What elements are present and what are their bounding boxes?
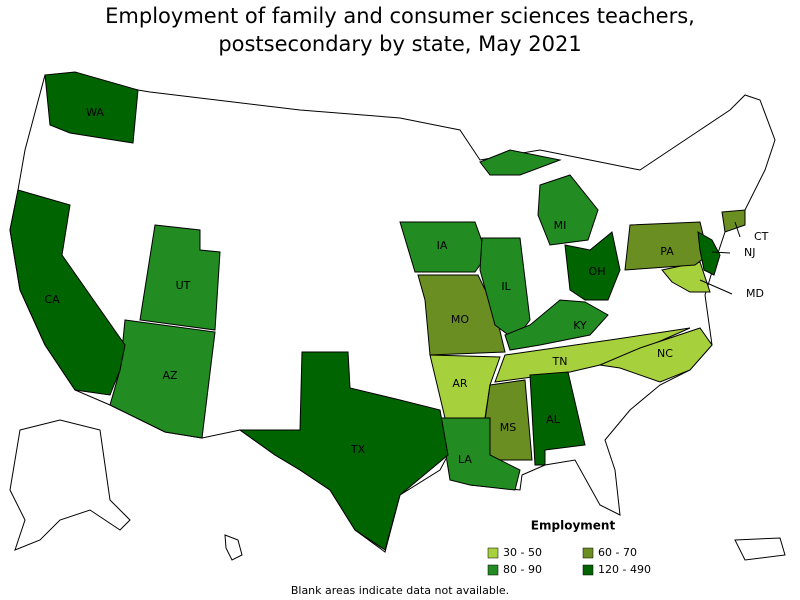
state bbox=[564, 231, 621, 301]
state-label: CT bbox=[754, 230, 769, 243]
label-leader bbox=[711, 251, 731, 254]
state-label: NJ bbox=[744, 246, 755, 259]
alaska bbox=[9, 419, 131, 551]
state-label: MO bbox=[451, 313, 469, 326]
hawaii bbox=[224, 534, 243, 561]
state bbox=[238, 351, 449, 551]
state-label: AR bbox=[452, 377, 468, 390]
state-label: OH bbox=[589, 265, 606, 278]
state bbox=[44, 71, 139, 144]
state-label: IL bbox=[501, 280, 511, 293]
state bbox=[417, 274, 506, 356]
label-leader bbox=[699, 279, 733, 295]
state-label: WA bbox=[86, 106, 104, 119]
state-label: MS bbox=[500, 421, 516, 434]
legend-swatch bbox=[582, 547, 594, 559]
state-label: UT bbox=[176, 279, 191, 292]
state bbox=[529, 371, 586, 466]
state-label: LA bbox=[458, 453, 472, 466]
state-label: NC bbox=[657, 347, 673, 360]
footnote: Blank areas indicate data not available. bbox=[291, 584, 509, 597]
state-label: CA bbox=[44, 293, 60, 306]
label-leader bbox=[734, 221, 741, 238]
state-label: KY bbox=[573, 319, 587, 332]
legend-title: Employment bbox=[531, 519, 616, 533]
puerto-rico bbox=[734, 537, 786, 561]
state bbox=[697, 231, 721, 276]
legend: 30 - 50 60 - 70 80 - 90 120 - 490 bbox=[487, 546, 651, 576]
state-label: TX bbox=[350, 443, 366, 456]
legend-label: 120 - 490 bbox=[598, 563, 651, 576]
state bbox=[537, 174, 599, 246]
state-label: MD bbox=[746, 287, 764, 300]
state-label: PA bbox=[660, 245, 674, 258]
legend-label: 60 - 70 bbox=[598, 546, 637, 559]
state bbox=[479, 149, 562, 176]
state bbox=[9, 189, 126, 396]
state bbox=[504, 299, 609, 351]
state bbox=[484, 379, 533, 461]
state bbox=[721, 209, 746, 233]
state-label: AZ bbox=[162, 369, 178, 382]
map-title: Employment of family and consumer scienc… bbox=[105, 4, 695, 56]
state-label: AL bbox=[546, 413, 561, 426]
state-label: TN bbox=[552, 355, 568, 368]
state-label: MI bbox=[554, 219, 567, 232]
state-label: IA bbox=[437, 239, 448, 252]
legend-swatch bbox=[487, 547, 499, 559]
legend-swatch bbox=[582, 564, 594, 576]
legend-label: 80 - 90 bbox=[503, 563, 542, 576]
legend-label: 30 - 50 bbox=[503, 546, 542, 559]
states: AR TN NC MD PA CT MO MS UT AZ IA IL MI KY LA WA CA TX OH AL… bbox=[9, 71, 769, 551]
state bbox=[139, 224, 221, 331]
state bbox=[598, 327, 713, 383]
legend-swatch bbox=[487, 564, 499, 576]
state bbox=[439, 417, 521, 491]
